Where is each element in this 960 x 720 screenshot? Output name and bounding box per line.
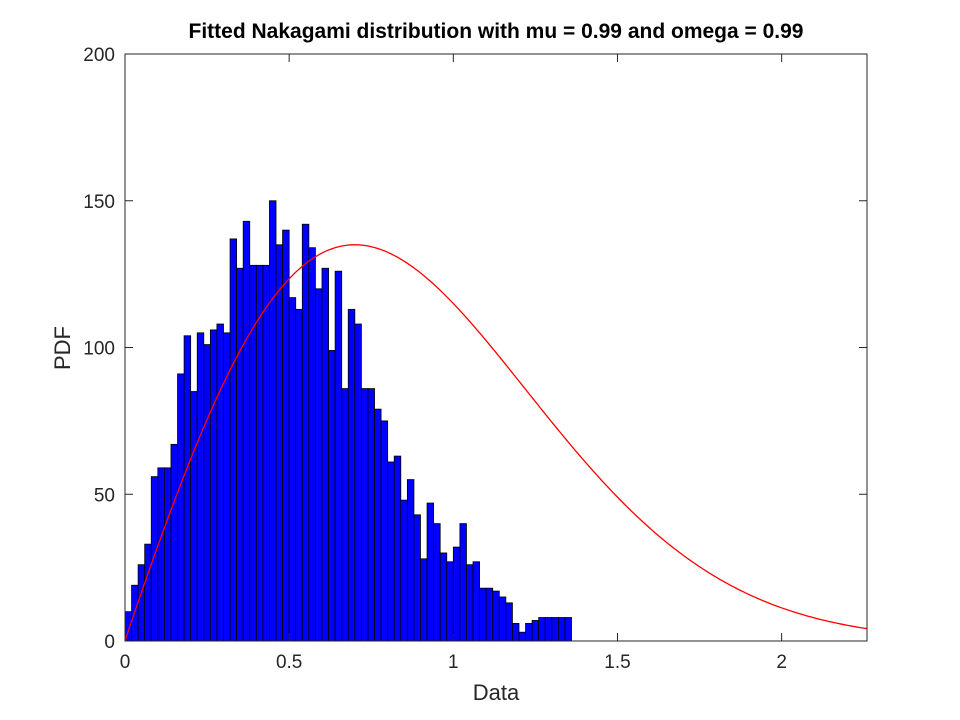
histogram-bar [531,620,540,642]
histogram-bar [374,408,382,642]
histogram-bar [328,350,336,642]
histogram-bar [498,596,507,642]
histogram-bar [564,617,572,642]
y-tick-label: 100 [83,339,115,360]
histogram-bar [177,373,185,642]
chart-title: Fitted Nakagami distribution with mu = 0… [189,20,804,43]
histogram-bar [203,344,211,642]
histogram-bar [288,297,297,642]
y-tick-label: 200 [83,45,115,66]
x-tick-label: 1.5 [604,652,630,673]
histogram-bar [472,561,480,642]
fitted-pdf-curve [124,244,868,642]
histogram-bar [400,499,408,642]
histogram-bar [262,264,270,642]
histogram-bar [150,476,159,642]
histogram-bar [557,617,566,642]
histogram-bar [452,546,461,642]
y-tick-label: 50 [94,485,115,506]
x-axis-label: Data [473,680,520,705]
histogram-bar [137,564,146,642]
histogram-bar [183,335,192,642]
histogram-bar [196,332,205,642]
histogram-bar [223,332,231,642]
histogram-bar [190,391,198,642]
histogram-bar [334,270,343,642]
histogram-bar [269,200,277,642]
histogram-bar [485,587,494,642]
histogram-bar [341,388,349,642]
x-tick-label: 0.5 [276,652,302,673]
histogram-bar [512,622,520,642]
histogram-bar [301,223,310,642]
histogram-bar [242,220,251,642]
histogram-bar [420,558,428,642]
histogram-bar [538,617,546,642]
histogram-bar [229,238,238,642]
histogram-bar [433,523,441,642]
histogram-bar [157,467,165,642]
histogram-bar [275,244,283,642]
x-tick-label: 0 [120,652,131,673]
histogram-bar [525,622,533,642]
histogram-bar [380,420,389,642]
histogram-bar [315,288,323,642]
histogram-bar [347,308,356,642]
histogram-bar [249,264,257,642]
axis-ticks: 0 0.5 1 1.5 2 0 50 100 150 200 [83,45,867,673]
histogram-bar [413,514,421,642]
histogram-bar [551,617,559,642]
histogram-bar [163,467,172,642]
y-axis-label: PDF [50,326,75,370]
histogram-bar [459,523,467,642]
histogram-bar [216,323,224,642]
histogram-bar [236,267,244,642]
histogram-bar [144,543,152,642]
histogram-bar [282,229,290,642]
y-tick-label: 0 [104,632,115,653]
histogram-bar [170,443,178,642]
histogram-bar [209,329,218,642]
y-tick-label: 150 [83,192,115,213]
histogram-bar [393,455,402,642]
histogram-bar [387,461,395,642]
histogram-bar [466,564,474,642]
histogram-bar [518,631,526,642]
histogram-bar [367,388,375,642]
histogram-bar [354,323,362,642]
histogram-bars [124,200,572,642]
histogram-bar [439,552,448,642]
histogram-bar [406,479,415,642]
histogram-bar [295,308,303,642]
histogram-bar [426,502,435,642]
x-tick-label: 1 [448,652,459,673]
histogram-bar [505,602,513,642]
x-tick-label: 2 [776,652,787,673]
histogram-bar [479,587,487,642]
histogram-bar [308,247,316,642]
histogram-bar [360,388,369,642]
histogram-bar [492,590,500,642]
histogram-bar [446,561,454,642]
histogram-bar [544,617,553,642]
histogram-bar [321,267,329,642]
